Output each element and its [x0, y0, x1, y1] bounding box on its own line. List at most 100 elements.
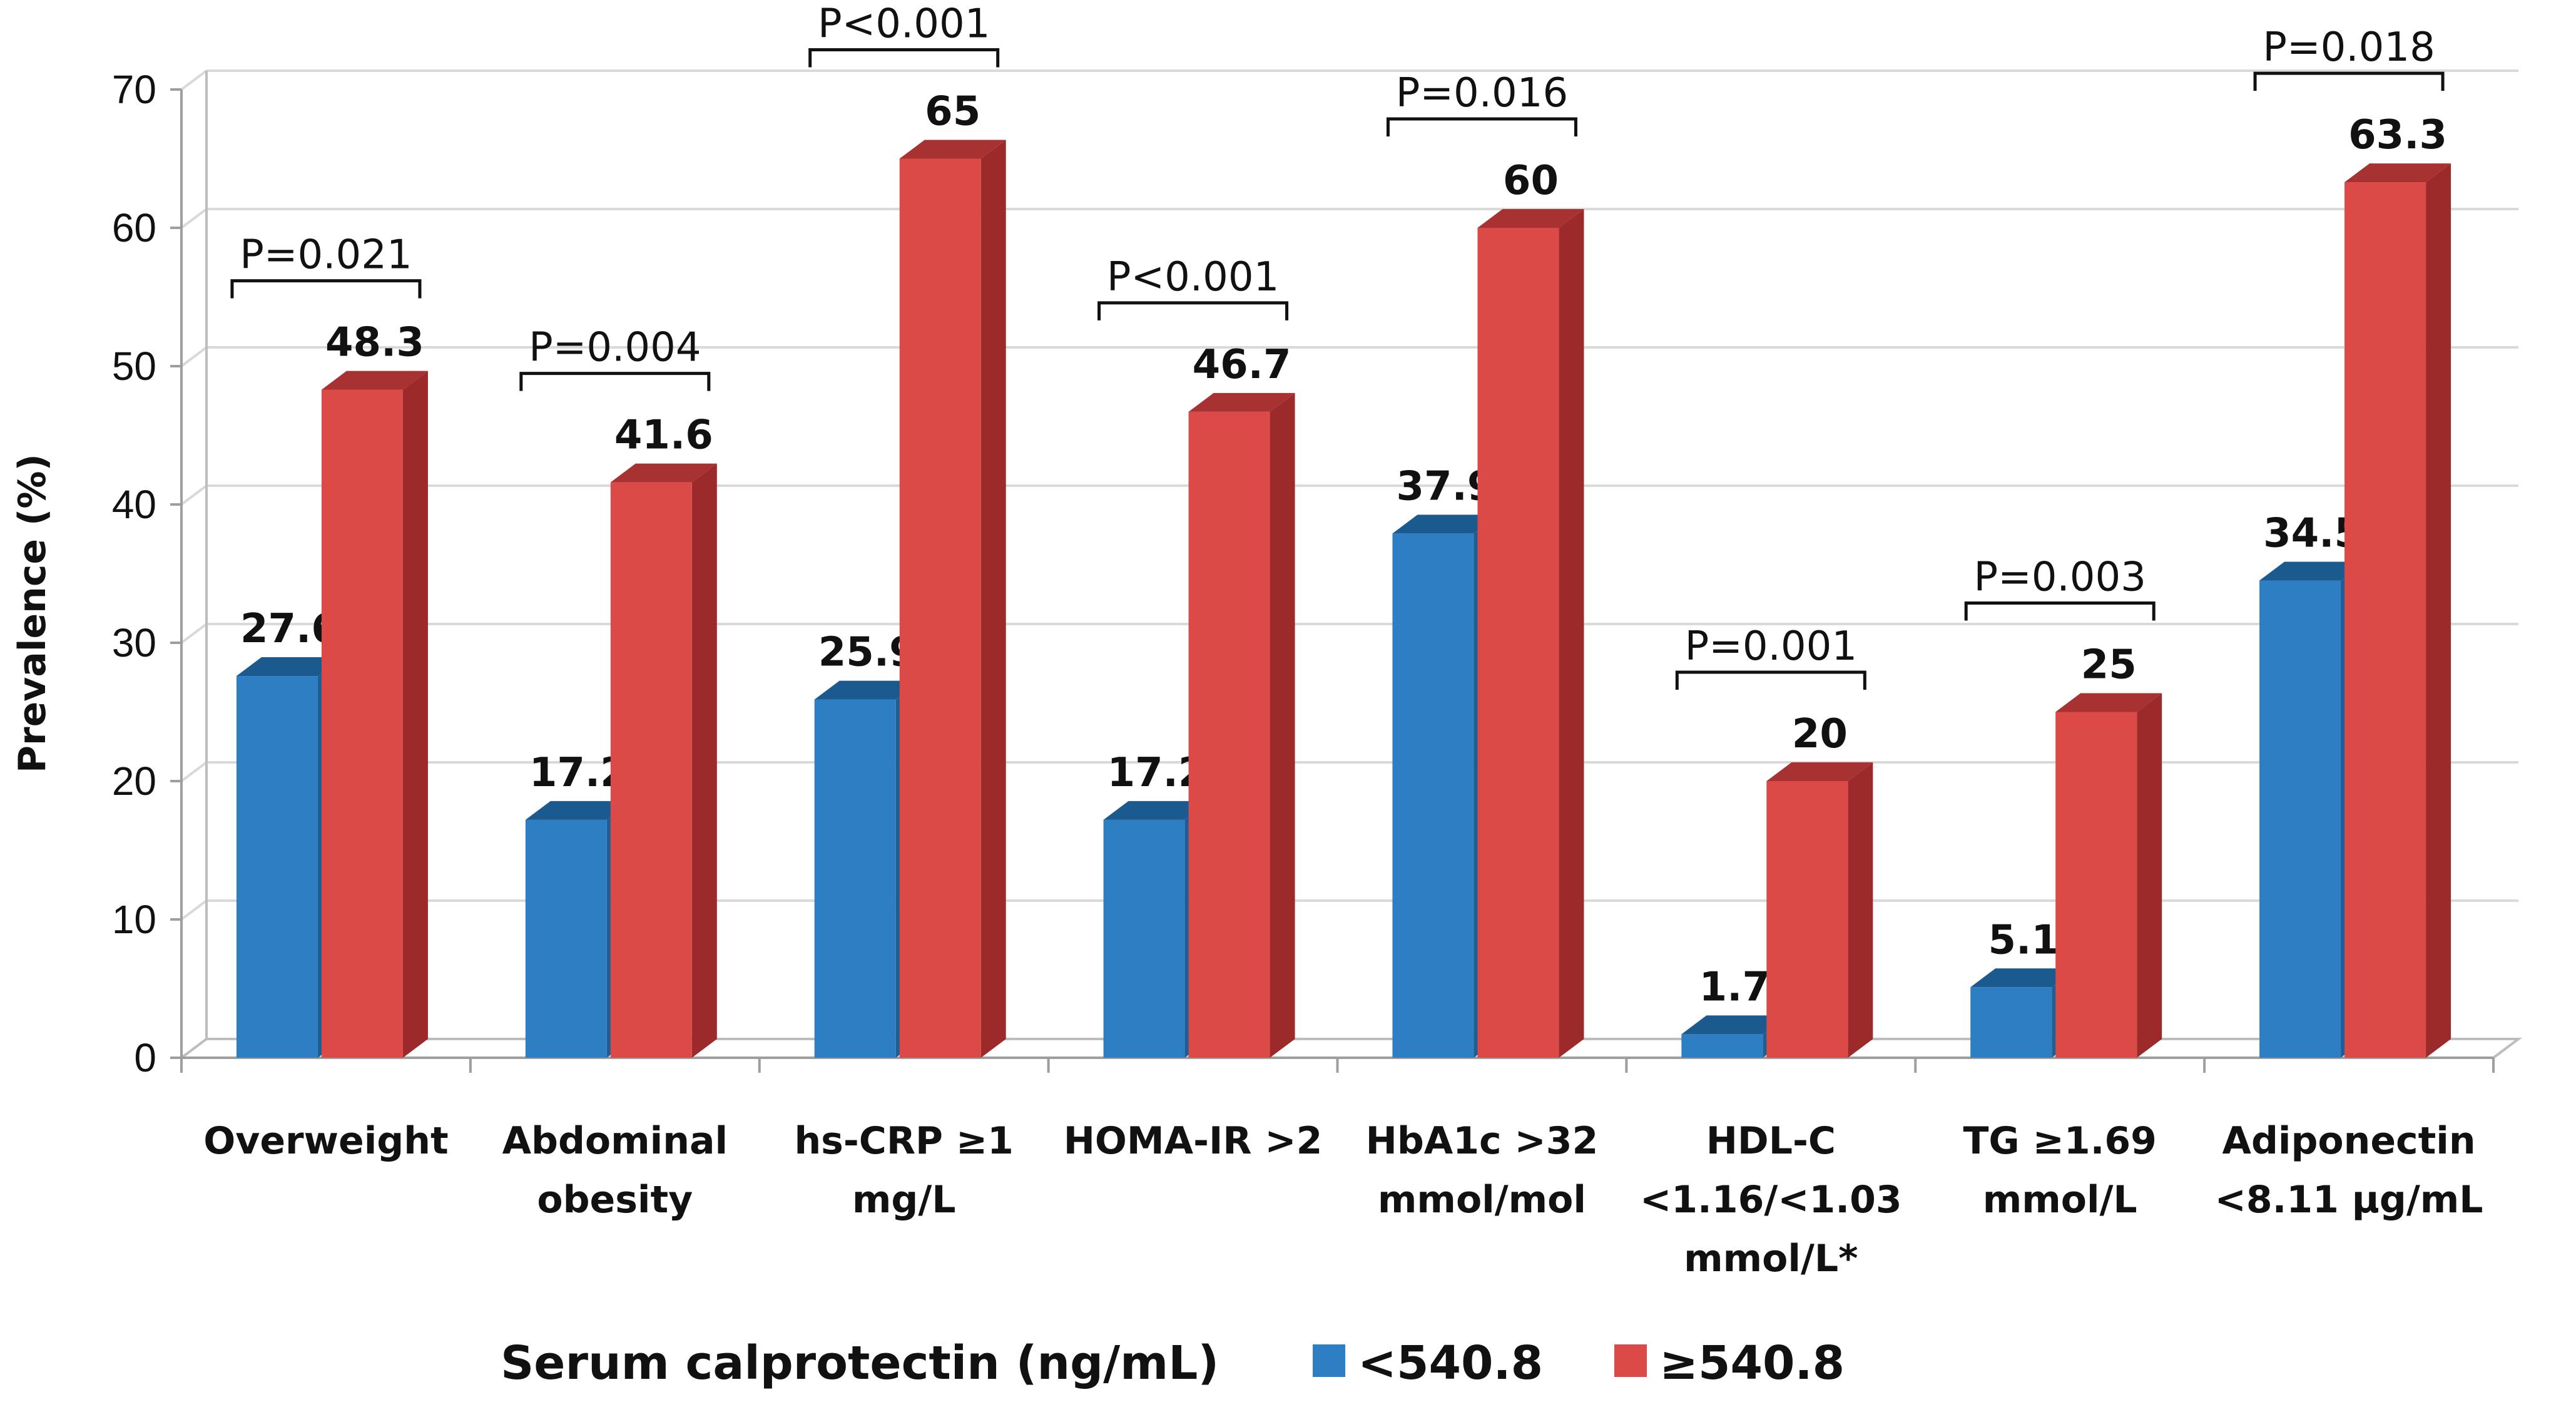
bar: [236, 676, 318, 1058]
bar-top: [525, 801, 632, 820]
data-label: 20: [1792, 711, 1848, 757]
bar-side: [980, 140, 1006, 1058]
bar: [899, 158, 981, 1058]
bar-side: [1270, 392, 1295, 1058]
bar-side: [1848, 762, 1873, 1058]
legend-title: Serum calprotectin (ng/mL): [501, 1336, 1219, 1390]
y-tick-label: 50: [112, 344, 156, 389]
p-value-bracket: [1386, 117, 1577, 136]
bar: [2259, 580, 2341, 1058]
gridline-side: [180, 623, 208, 644]
gridline-side: [180, 208, 208, 229]
bar: [1103, 819, 1185, 1058]
bar: [814, 699, 896, 1058]
bar-top: [2055, 693, 2162, 712]
gridline-side: [180, 346, 208, 367]
x-tick-label: <1.16/<1.03: [1640, 1178, 1902, 1222]
x-tick-label: mmol/L: [1983, 1178, 2137, 1222]
bar-top: [1392, 514, 1499, 534]
x-tick-label: mmol/mol: [1378, 1178, 1586, 1222]
data-label: 25: [2081, 642, 2137, 688]
y-tick-label: 20: [112, 759, 156, 804]
legend-label: <540.8: [1358, 1336, 1543, 1390]
y-tick-label: 10: [112, 897, 156, 942]
x-tick-label: <8.11 μg/mL: [2215, 1178, 2483, 1222]
p-value-bracket: [1964, 601, 2156, 621]
x-tick-label: Overweight: [203, 1119, 448, 1163]
p-value-label: P=0.018: [2263, 24, 2435, 71]
bar-top: [236, 657, 343, 677]
data-label: 60: [1503, 158, 1559, 204]
bar: [321, 389, 403, 1058]
bar: [1766, 781, 1848, 1058]
bar: [610, 482, 692, 1058]
x-tick-label: mg/L: [852, 1178, 956, 1222]
bar-top: [2259, 561, 2366, 581]
p-value-bracket: [1097, 301, 1289, 320]
legend-swatch: [1313, 1344, 1345, 1377]
bar-top: [321, 371, 428, 390]
p-value-label: P<0.001: [1107, 254, 1279, 300]
bar: [1477, 228, 1559, 1058]
bar-top: [610, 463, 717, 483]
p-value-bracket: [519, 372, 711, 391]
bar: [1188, 411, 1270, 1058]
bar-side: [691, 463, 717, 1058]
bar-top: [1970, 968, 2077, 988]
x-tick-label: Abdominal: [502, 1119, 728, 1163]
gridline-side: [180, 761, 208, 782]
bar-top: [1477, 209, 1584, 228]
bar-top: [1681, 1015, 1788, 1035]
p-value-label: P=0.003: [1973, 555, 2146, 601]
data-label: 63.3: [2348, 112, 2447, 158]
x-tick-label: HbA1c >32: [1366, 1119, 1599, 1163]
p-value-label: P=0.001: [1685, 623, 1857, 670]
legend-swatch: [1614, 1344, 1647, 1377]
bar-side: [1559, 209, 1584, 1058]
bar: [2055, 712, 2137, 1058]
y-tick-label: 0: [134, 1035, 156, 1080]
p-value-label: P=0.004: [529, 325, 701, 371]
legend-label: ≥540.8: [1659, 1336, 1845, 1390]
x-tick-label: HDL-C: [1706, 1119, 1836, 1163]
p-value-bracket: [1675, 670, 1866, 690]
data-label: 5.1: [1988, 917, 2059, 963]
p-value-label: P<0.001: [818, 1, 990, 48]
bar-top: [899, 140, 1006, 159]
data-label: 46.7: [1193, 342, 1291, 388]
bar: [525, 819, 607, 1058]
p-value-bracket: [230, 279, 422, 299]
x-tick-label: obesity: [537, 1178, 693, 1222]
p-value-label: P=0.021: [240, 232, 412, 279]
y-tick-label: 60: [112, 205, 156, 250]
gridline-side: [180, 69, 208, 91]
y-tick-label: 70: [112, 67, 156, 112]
bar-top: [2344, 163, 2451, 183]
data-label: 48.3: [325, 320, 424, 366]
x-tick-label: hs-CRP ≥1: [794, 1119, 1013, 1163]
y-axis-title: Prevalence (%): [11, 454, 54, 773]
bar-top: [1103, 801, 1210, 820]
bar: [1970, 987, 2052, 1058]
chart-floor: [180, 1038, 2522, 1059]
bar: [2344, 182, 2426, 1058]
data-label: 41.6: [614, 412, 713, 459]
bar-side: [402, 371, 428, 1058]
data-label: 65: [925, 89, 980, 135]
x-tick-label: TG ≥1.69: [1963, 1119, 2157, 1163]
x-tick-label: Adiponectin: [2222, 1119, 2476, 1163]
gridline-side: [180, 484, 208, 506]
bar-side: [2426, 163, 2451, 1058]
x-tick-label: mmol/L*: [1684, 1237, 1858, 1281]
p-value-bracket: [808, 48, 1000, 68]
x-tick-label: HOMA-IR >2: [1064, 1119, 1323, 1163]
y-tick-label: 30: [112, 620, 156, 665]
p-value-bracket: [2253, 71, 2445, 91]
bar-top: [1188, 392, 1295, 412]
bar: [1392, 533, 1474, 1058]
bar-top: [814, 680, 921, 700]
data-label: 1.7: [1699, 964, 1770, 1010]
bar-top: [1766, 762, 1873, 781]
